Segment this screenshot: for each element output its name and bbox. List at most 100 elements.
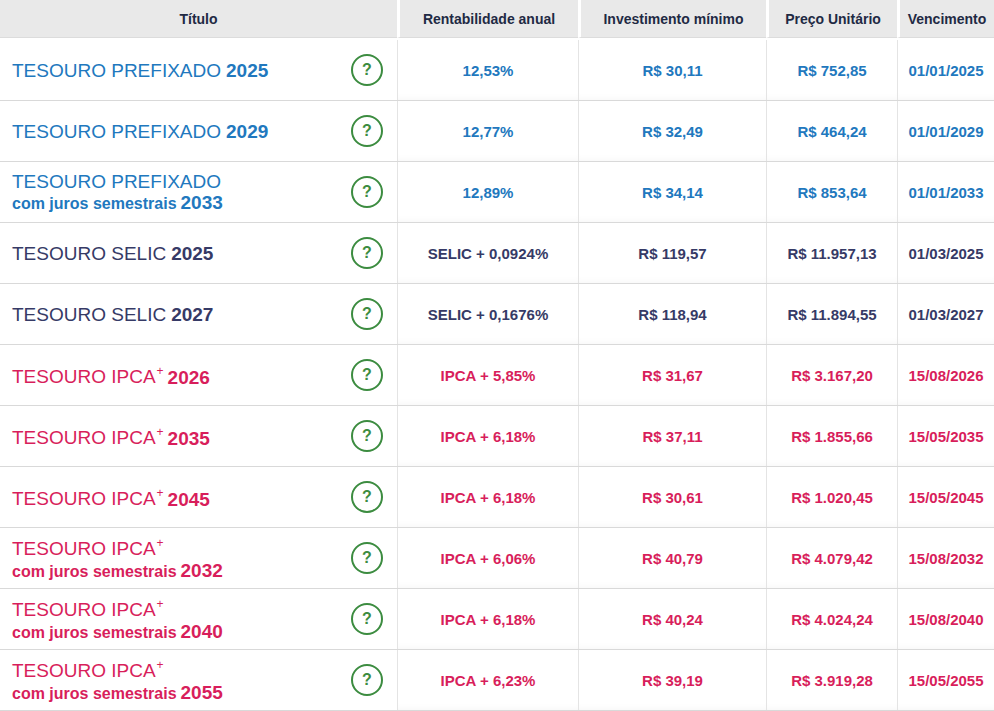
column-header-rentabilidade: Rentabilidade anual [397,0,578,38]
bond-title-cell: TESOURO IPCA+ com juros semestrais2032 ? [0,528,397,588]
bond-title-link[interactable]: TESOURO IPCA+2026 [12,362,210,387]
maturity-date: 01/03/2027 [897,284,994,344]
bond-year: 2033 [181,192,223,213]
table-row: TESOURO IPCA+2035 ? IPCA + 6,18% R$ 37,1… [0,406,994,467]
min-investment: R$ 34,14 [578,162,766,222]
bond-title-link[interactable]: TESOURO IPCA+ com juros semestrais2032 [12,534,223,581]
help-icon[interactable]: ? [351,420,383,452]
bond-title-link[interactable]: TESOURO IPCA+ com juros semestrais2055 [12,656,223,703]
column-header-vencimento: Vencimento [897,0,994,38]
bond-name: TESOURO IPCA [12,489,156,510]
bond-title-link[interactable]: TESOURO IPCA+ com juros semestrais2040 [12,595,223,642]
bond-plus-sup: + [157,364,164,378]
bond-year: 2029 [226,121,268,142]
unit-price: R$ 464,24 [766,101,897,161]
bond-name: TESOURO PREFIXADO [12,171,221,192]
annual-rate: 12,53% [397,40,578,100]
bond-title-cell: TESOURO IPCA+2026 ? [0,345,397,405]
bond-name-line: TESOURO IPCA+ [12,656,223,681]
bond-name-line: TESOURO IPCA+ [12,534,223,559]
bond-name: TESOURO IPCA [12,367,156,388]
bond-title-cell: TESOURO PREFIXADO2029 ? [0,101,397,161]
bond-title-cell: TESOURO IPCA+ com juros semestrais2040 ? [0,589,397,649]
bond-subtitle: com juros semestrais [12,685,177,702]
annual-rate: IPCA + 6,18% [397,406,578,466]
maturity-date: 01/01/2025 [897,40,994,100]
table-row: TESOURO SELIC2027 ? SELIC + 0,1676% R$ 1… [0,284,994,345]
bond-year: 2025 [171,243,213,264]
unit-price: R$ 4.079,42 [766,528,897,588]
bond-title-cell: TESOURO SELIC2025 ? [0,223,397,283]
bond-subtitle: com juros semestrais [12,195,177,212]
bond-year: 2032 [181,560,223,581]
bond-title-link[interactable]: TESOURO PREFIXADO2025 [12,60,268,81]
bond-name: TESOURO IPCA [12,661,156,682]
bond-title-link[interactable]: TESOURO SELIC2025 [12,243,213,264]
unit-price: R$ 853,64 [766,162,897,222]
table-row: TESOURO PREFIXADO com juros semestrais20… [0,162,994,223]
min-investment: R$ 30,61 [578,467,766,527]
bond-title-link[interactable]: TESOURO SELIC2027 [12,304,213,325]
unit-price: R$ 752,85 [766,40,897,100]
bond-subtitle-line: com juros semestrais2040 [12,621,223,643]
help-icon[interactable]: ? [351,359,383,391]
bond-subtitle-line: com juros semestrais2055 [12,682,223,704]
bond-title-link[interactable]: TESOURO IPCA+2045 [12,484,210,509]
column-header-titulo: Título [0,0,397,38]
table-row: TESOURO PREFIXADO2025 ? 12,53% R$ 30,11 … [0,40,994,101]
table-row: TESOURO IPCA+ com juros semestrais2032 ?… [0,528,994,589]
help-icon[interactable]: ? [351,298,383,330]
maturity-date: 15/08/2040 [897,589,994,649]
help-icon[interactable]: ? [351,237,383,269]
bond-subtitle: com juros semestrais [12,563,177,580]
bond-name: TESOURO IPCA [12,600,156,621]
unit-price: R$ 4.024,24 [766,589,897,649]
min-investment: R$ 40,24 [578,589,766,649]
column-header-preco-unitario: Preço Unitário [766,0,897,38]
bond-title-cell: TESOURO IPCA+2045 ? [0,467,397,527]
maturity-date: 15/05/2035 [897,406,994,466]
table-header: Título Rentabilidade anual Investimento … [0,0,994,38]
annual-rate: IPCA + 6,18% [397,467,578,527]
unit-price: R$ 11.894,55 [766,284,897,344]
bond-name-line: TESOURO PREFIXADO [12,171,223,192]
bond-year: 2026 [168,367,210,388]
bond-plus-sup: + [157,486,164,500]
help-icon[interactable]: ? [351,115,383,147]
bond-name-line: TESOURO IPCA+ [12,595,223,620]
annual-rate: IPCA + 6,18% [397,589,578,649]
annual-rate: SELIC + 0,1676% [397,284,578,344]
unit-price: R$ 1.855,66 [766,406,897,466]
bond-price-table: Título Rentabilidade anual Investimento … [0,0,994,711]
table-row: TESOURO IPCA+2045 ? IPCA + 6,18% R$ 30,6… [0,467,994,528]
bond-year: 2035 [168,428,210,449]
help-icon[interactable]: ? [351,542,383,574]
help-icon[interactable]: ? [351,664,383,696]
annual-rate: IPCA + 6,06% [397,528,578,588]
bond-plus-sup: + [157,658,164,672]
help-icon[interactable]: ? [351,54,383,86]
bond-title-cell: TESOURO SELIC2027 ? [0,284,397,344]
bond-name: TESOURO IPCA [12,539,156,560]
unit-price: R$ 11.957,13 [766,223,897,283]
maturity-date: 01/03/2025 [897,223,994,283]
bond-title-link[interactable]: TESOURO PREFIXADO com juros semestrais20… [12,171,223,214]
min-investment: R$ 40,79 [578,528,766,588]
bond-title-link[interactable]: TESOURO IPCA+2035 [12,423,210,448]
unit-price: R$ 1.020,45 [766,467,897,527]
bond-name: TESOURO PREFIXADO [12,60,221,81]
maturity-date: 15/08/2026 [897,345,994,405]
maturity-date: 01/01/2033 [897,162,994,222]
bond-subtitle-line: com juros semestrais2033 [12,192,223,214]
help-icon[interactable]: ? [351,176,383,208]
bond-title-cell: TESOURO IPCA+ com juros semestrais2055 ? [0,650,397,710]
help-icon[interactable]: ? [351,481,383,513]
min-investment: R$ 119,57 [578,223,766,283]
help-icon[interactable]: ? [351,603,383,635]
min-investment: R$ 39,19 [578,650,766,710]
bond-year: 2045 [168,489,210,510]
annual-rate: 12,77% [397,101,578,161]
bond-title-cell: TESOURO PREFIXADO com juros semestrais20… [0,162,397,222]
bond-subtitle: com juros semestrais [12,624,177,641]
bond-title-link[interactable]: TESOURO PREFIXADO2029 [12,121,268,142]
